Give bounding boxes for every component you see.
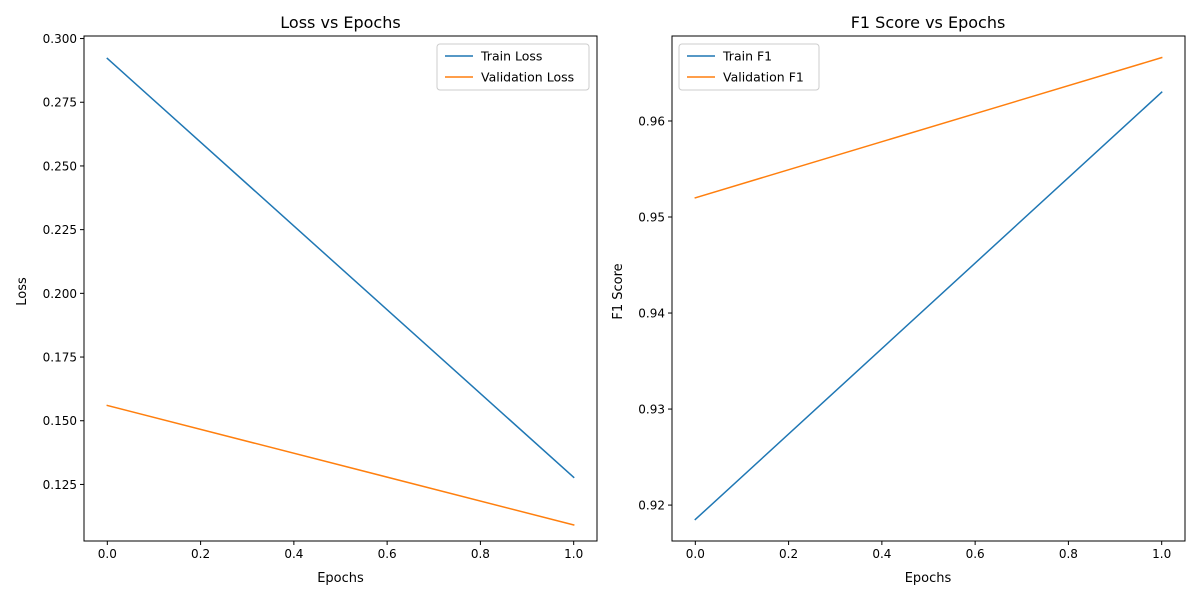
loss-ytick-label: 0.125 [43, 478, 77, 492]
loss-ytick-label: 0.225 [43, 223, 77, 237]
loss-xtick-label: 1.0 [564, 547, 583, 561]
f1-ytick-label: 0.95 [638, 211, 665, 225]
f1-chart-xlabel: Epochs [905, 571, 952, 586]
loss-series-line-train [106, 57, 575, 479]
f1-chart-ylabel: F1 Score [611, 263, 626, 319]
loss-ytick-label: 0.175 [43, 351, 77, 365]
f1-chart-legend: Train F1 Validation F1 [678, 43, 820, 91]
loss-chart-ylabel: Loss [15, 277, 30, 306]
loss-ytick-label: 0.250 [43, 159, 77, 173]
loss-xtick-label: 0.0 [98, 547, 117, 561]
f1-chart: F1 Score vs Epochs Epochs F1 Score 0.0 0.… [611, 13, 1186, 586]
loss-chart: Loss vs Epochs Epochs Loss 0.0 0.2 0.4 0.6 0… [15, 13, 598, 586]
f1-chart-lines [694, 56, 1163, 521]
f1-xtick-label: 0.2 [779, 547, 798, 561]
loss-chart-lines [106, 57, 575, 526]
loss-chart-legend: Train Loss Validation Loss [436, 43, 590, 91]
loss-legend-train-label: Train Loss [480, 49, 542, 64]
f1-legend-validation-label: Validation F1 [723, 70, 804, 85]
loss-xtick-label: 0.8 [471, 547, 490, 561]
f1-series-line-validation [694, 56, 1163, 199]
f1-xtick-label: 0.0 [686, 547, 705, 561]
loss-xtick-label: 0.4 [284, 547, 303, 561]
f1-legend-train-label: Train F1 [722, 49, 772, 64]
f1-xtick-label: 0.4 [872, 547, 891, 561]
f1-ytick-label: 0.93 [638, 403, 665, 417]
f1-xtick-label: 1.0 [1152, 547, 1171, 561]
f1-chart-frame [671, 35, 1186, 542]
f1-series-line-train [694, 91, 1163, 521]
f1-chart-title: F1 Score vs Epochs [851, 13, 1006, 32]
loss-chart-frame [83, 35, 598, 542]
loss-ytick-label: 0.275 [43, 96, 77, 110]
f1-xtick-label: 0.6 [966, 547, 985, 561]
f1-ytick-label: 0.94 [638, 307, 665, 321]
f1-xtick-label: 0.8 [1059, 547, 1078, 561]
f1-ytick-label: 0.92 [638, 499, 665, 513]
loss-legend-validation-label: Validation Loss [481, 70, 574, 85]
loss-chart-ticks: 0.0 0.2 0.4 0.6 0.8 1.0 0.125 0.150 0.175 0.200 0.… [43, 32, 584, 561]
loss-legend-box [436, 43, 590, 91]
loss-chart-title: Loss vs Epochs [280, 13, 400, 32]
loss-ytick-label: 0.150 [43, 414, 77, 428]
f1-ytick-label: 0.96 [638, 114, 665, 128]
loss-xtick-label: 0.2 [191, 547, 210, 561]
loss-ytick-label: 0.200 [43, 287, 77, 301]
loss-xtick-label: 0.6 [378, 547, 397, 561]
f1-chart-ticks: 0.0 0.2 0.4 0.6 0.8 1.0 0.92 0.93 0.94 0.95 0.96 [638, 114, 1171, 561]
loss-chart-xlabel: Epochs [317, 571, 364, 586]
loss-ytick-label: 0.300 [43, 32, 77, 46]
loss-series-line-validation [106, 404, 575, 526]
